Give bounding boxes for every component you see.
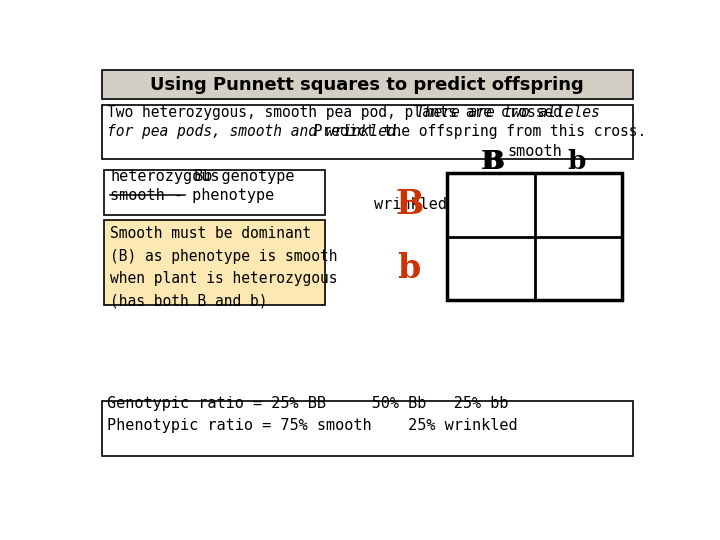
FancyBboxPatch shape (102, 70, 632, 99)
Text: Bb genotype: Bb genotype (185, 169, 294, 184)
Text: smooth - phenotype: smooth - phenotype (110, 188, 274, 204)
Text: b: b (567, 149, 586, 174)
Text: Genotypic ratio = 25% BB     50% Bb   25% bb: Genotypic ratio = 25% BB 50% Bb 25% bb (107, 396, 508, 411)
Text: Smooth must be dominant
(B) as phenotype is smooth
when plant is heterozygous
(h: Smooth must be dominant (B) as phenotype… (110, 226, 338, 308)
Text: B: B (481, 149, 503, 174)
Text: Phenotypic ratio = 75% smooth    25% wrinkled: Phenotypic ratio = 75% smooth 25% wrinkl… (107, 418, 518, 433)
Text: wrinkled: wrinkled (374, 197, 447, 212)
Text: heterozygous: heterozygous (110, 169, 220, 184)
Text: Using Punnett squares to predict offspring: Using Punnett squares to predict offspri… (150, 76, 583, 94)
FancyBboxPatch shape (102, 401, 632, 456)
Bar (447, 173, 622, 300)
Text: for pea pods, smooth and wrinkled.: for pea pods, smooth and wrinkled. (107, 124, 405, 139)
Text: Predict the offspring from this cross.: Predict the offspring from this cross. (305, 124, 646, 139)
Text: B: B (483, 149, 505, 174)
Text: B: B (395, 188, 423, 221)
Text: b: b (397, 252, 421, 285)
Text: Two heterozygous, smooth pea pod, plants are crossed.: Two heterozygous, smooth pea pod, plants… (107, 105, 580, 120)
FancyBboxPatch shape (102, 105, 632, 159)
FancyBboxPatch shape (104, 170, 325, 215)
FancyBboxPatch shape (104, 220, 325, 305)
Text: smooth: smooth (508, 144, 562, 159)
Text: There are two alleles: There are two alleles (415, 105, 599, 120)
